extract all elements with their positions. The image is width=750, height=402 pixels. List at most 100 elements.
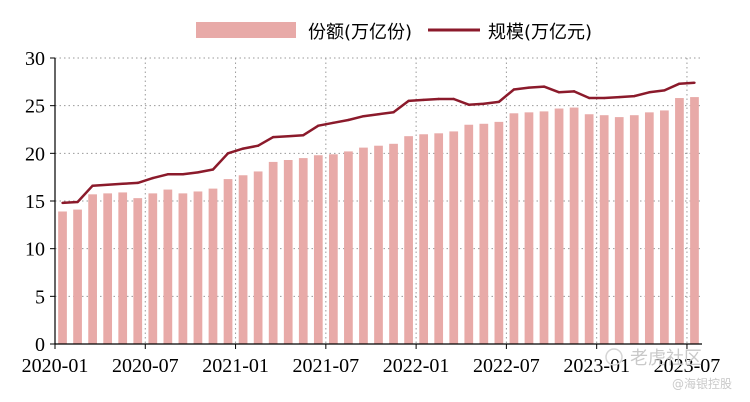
- bar: [644, 112, 654, 344]
- line-point: [256, 144, 260, 147]
- bar: [464, 124, 474, 344]
- line-point: [151, 176, 155, 180]
- line-point: [61, 201, 64, 205]
- line-point: [271, 135, 275, 139]
- line-point: [347, 118, 350, 122]
- line-point: [467, 103, 470, 106]
- line-point: [587, 96, 591, 100]
- bar: [524, 112, 534, 344]
- bar: [344, 151, 353, 344]
- y-tick-label: 15: [25, 191, 45, 213]
- bar: [58, 211, 67, 344]
- line-point: [572, 90, 576, 93]
- line-point: [106, 183, 109, 186]
- bar: [389, 143, 398, 344]
- line-point: [527, 86, 531, 89]
- line-point: [76, 200, 79, 204]
- bar-series-share: [58, 97, 699, 345]
- line-point: [407, 99, 410, 103]
- bar: [253, 171, 263, 344]
- bar: [419, 134, 429, 344]
- y-axis-ticks: 0 5 10 15 20 25 30: [25, 48, 55, 356]
- line-point: [317, 124, 320, 127]
- legend: 份额(万亿份) 规模(万亿元): [196, 22, 592, 43]
- bar: [103, 193, 113, 344]
- bar: [118, 192, 128, 344]
- bar: [629, 115, 639, 344]
- bar: [133, 198, 143, 344]
- line-point: [602, 96, 606, 100]
- line-point: [392, 111, 395, 114]
- bar: [509, 113, 519, 344]
- bar: [599, 115, 609, 344]
- line-point: [542, 85, 546, 88]
- line-point: [226, 152, 230, 155]
- line-point: [497, 100, 501, 104]
- bar: [569, 107, 579, 344]
- bar: [208, 188, 218, 344]
- x-tick-label: 2020-01: [22, 355, 89, 377]
- bar: [675, 98, 684, 344]
- bar: [660, 110, 669, 344]
- bar: [328, 154, 338, 344]
- bar: [238, 175, 248, 344]
- bar: [554, 108, 564, 344]
- bar: [374, 145, 383, 344]
- x-tick-label: 2023-07: [654, 355, 721, 377]
- line-point: [121, 182, 124, 186]
- line-point: [332, 121, 335, 125]
- bar: [73, 209, 82, 344]
- bar: [449, 131, 459, 344]
- line-point: [422, 98, 425, 102]
- bar: [283, 160, 293, 344]
- bar: [494, 121, 504, 344]
- bar: [178, 193, 188, 344]
- watermark-text: 老虎社区: [630, 348, 702, 369]
- y-tick-label: 30: [25, 48, 45, 70]
- y-tick-label: 25: [25, 96, 45, 118]
- x-tick-label: 2022-07: [473, 355, 540, 377]
- y-tick-label: 10: [25, 239, 45, 261]
- line-point: [91, 184, 94, 187]
- line-series-scale: [61, 81, 696, 205]
- line-point: [437, 97, 440, 101]
- y-tick-label: 5: [35, 286, 45, 308]
- line-point: [166, 173, 170, 176]
- bar: [193, 191, 203, 344]
- line-point: [211, 168, 215, 171]
- line-point: [663, 89, 666, 92]
- watermark-handle: @海银控股: [672, 376, 732, 391]
- bar: [690, 97, 699, 344]
- x-tick-label: 2020-07: [112, 355, 179, 377]
- bar: [479, 123, 489, 344]
- x-tick-label: 2022-01: [383, 355, 450, 377]
- line-point: [241, 147, 245, 150]
- line-point: [362, 114, 365, 118]
- line-point: [482, 102, 486, 105]
- watermark: 老虎社区 @海银控股: [605, 348, 732, 391]
- bar: [614, 117, 624, 345]
- bar: [163, 189, 173, 344]
- bar: [404, 136, 413, 344]
- line-point: [557, 91, 561, 94]
- bar: [313, 155, 323, 344]
- line-point: [693, 81, 696, 84]
- bar: [148, 193, 158, 344]
- line-point: [633, 94, 636, 98]
- y-tick-label: 0: [35, 334, 45, 356]
- bar: [434, 133, 444, 344]
- line-point: [136, 181, 139, 185]
- bar: [584, 114, 594, 344]
- line-point: [512, 88, 516, 91]
- x-tick-label: 2023-01: [563, 355, 630, 377]
- line-point: [196, 171, 200, 174]
- bar: [298, 158, 308, 344]
- x-tick-label: 2021-01: [202, 355, 269, 377]
- y-tick-label: 20: [25, 143, 45, 165]
- bar: [223, 179, 233, 344]
- line-point: [648, 91, 651, 94]
- bar: [539, 111, 549, 345]
- bar: [88, 194, 97, 344]
- legend-label-share: 份额(万亿份): [308, 22, 412, 43]
